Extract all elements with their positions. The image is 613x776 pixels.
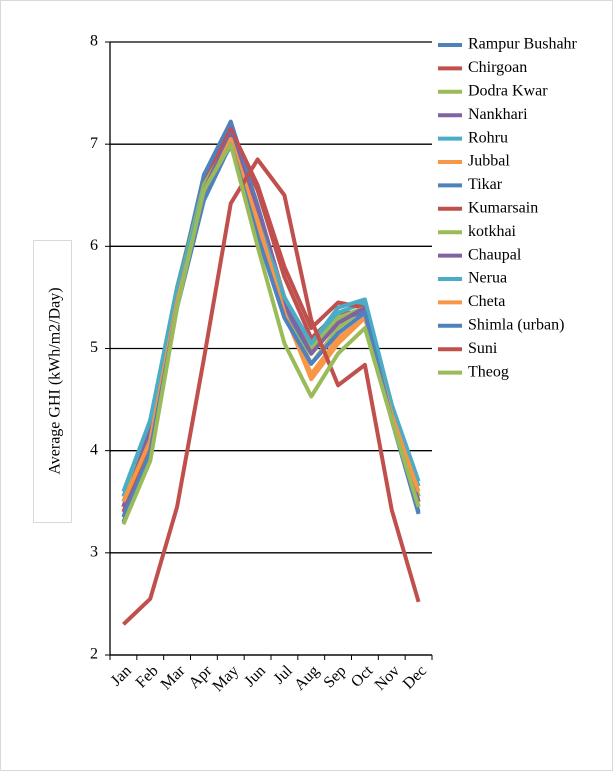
x-tick-label: Feb: [133, 662, 162, 691]
x-tick-label: Nov: [372, 662, 404, 694]
legend-label: Cheta: [468, 293, 505, 310]
y-tick-label: 8: [90, 33, 98, 50]
series-line: [121, 131, 421, 503]
y-tick-label: 3: [90, 544, 98, 561]
x-tick-label: Aug: [291, 662, 323, 694]
series-line: [122, 157, 421, 626]
series-line: [121, 119, 421, 518]
series-line: [121, 121, 421, 508]
legend-label: Rampur Bushahr: [468, 36, 578, 53]
series-line: [121, 137, 421, 503]
series-line: [121, 126, 421, 513]
series-line: [121, 144, 421, 493]
legend-label: Tikar: [468, 176, 503, 193]
y-axis-label: Average GHI (kWh/m2/Day): [47, 287, 64, 474]
x-tick-label: Apr: [186, 662, 216, 692]
y-tick-label: 7: [90, 135, 98, 152]
y-tick-label: 6: [90, 237, 98, 254]
legend-label: Dodra Kwar: [468, 82, 548, 99]
x-tick-label: Jan: [108, 662, 135, 689]
series-line: [121, 142, 421, 498]
y-tick-label: 2: [90, 646, 98, 663]
legend-label: Theog: [468, 363, 509, 380]
series-line: [121, 137, 421, 503]
y-tick-label: 5: [90, 339, 98, 356]
x-tick-label: Mar: [158, 662, 189, 693]
legend-label: Jubbal: [468, 153, 510, 170]
legend-label: Rohru: [468, 129, 508, 146]
y-tick-label: 4: [90, 441, 98, 458]
legend-label: Suni: [468, 340, 498, 357]
y-label-box: [33, 240, 72, 523]
legend-label: Kumarsain: [468, 199, 538, 216]
series-line: [121, 137, 421, 508]
legend-label: Nankhari: [468, 106, 528, 123]
legend-label: kotkhai: [468, 223, 517, 240]
legend-label: Shimla (urban): [468, 316, 564, 333]
x-tick-label: May: [209, 662, 242, 695]
legend-label: Nerua: [468, 270, 507, 287]
x-tick-label: Jun: [241, 662, 269, 690]
legend-label: Chaupal: [468, 246, 522, 263]
x-tick-label: Dec: [400, 662, 430, 692]
x-tick-label: Sep: [321, 662, 350, 691]
legend-label: Chirgoan: [468, 59, 527, 76]
series-line: [121, 142, 421, 526]
x-tick-label: Oct: [348, 662, 377, 691]
